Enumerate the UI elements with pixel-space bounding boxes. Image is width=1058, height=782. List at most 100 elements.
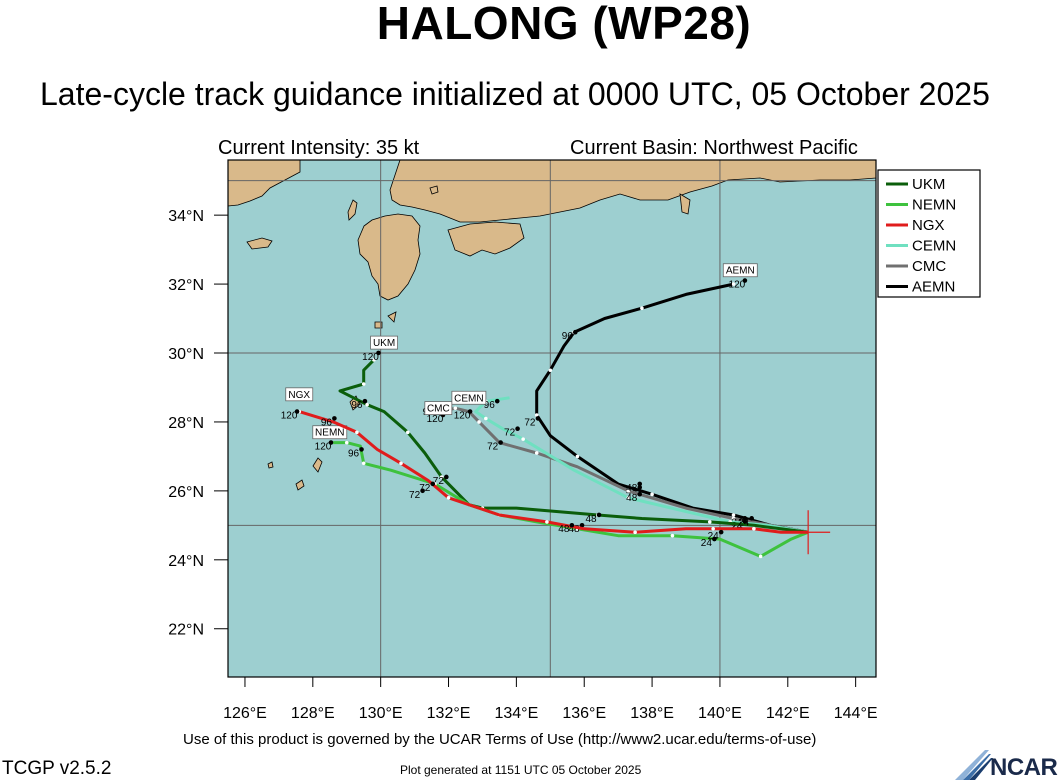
forecast-hour-label: 72 (433, 476, 445, 487)
track-point (707, 520, 712, 524)
forecast-hour-dot (430, 481, 436, 487)
forecast-hour-label: 72 (409, 490, 421, 501)
y-tick-label: 32°N (168, 277, 204, 294)
forecast-hour-dot (332, 416, 337, 421)
forecast-hour-label: 120 (454, 411, 471, 422)
axis-labels: 126°E 128°E 130°E 132°E 134°E 136°E 138°E 140°E… (168, 208, 877, 722)
track-point (453, 406, 458, 410)
forecast-hour-dot (294, 409, 300, 414)
track-point (521, 437, 525, 441)
x-tick-label: 132°E (427, 705, 471, 722)
x-tick-label: 134°E (494, 705, 538, 722)
forecast-hour-dot (498, 440, 503, 445)
model-tag-box (451, 390, 487, 405)
forecast-hour-dot (742, 519, 748, 525)
forecast-hour-dot (494, 398, 500, 404)
y-tick-label: 24°N (168, 553, 204, 570)
version-label: TCGP v2.5.2 (2, 758, 112, 779)
track-point (548, 368, 553, 373)
legend: UKM NEMN NGX CEMN CMC AEMN (877, 169, 981, 298)
ncar-logo-icon (955, 750, 993, 780)
model-tag-box (285, 387, 314, 402)
track-point (406, 430, 410, 435)
forecast-hour-label: 96 (562, 331, 574, 342)
forecast-hour-dot (749, 516, 754, 521)
forecast-hour-label: 72 (419, 483, 431, 494)
forecast-hour-label: 24 (731, 521, 743, 532)
model-tag-box (370, 335, 398, 350)
x-tick-label: 140°E (698, 705, 742, 722)
x-tick-label: 138°E (630, 705, 674, 722)
current-position-marker (786, 510, 831, 555)
forecast-hour-label: 24 (738, 517, 750, 528)
forecast-hour-dot (596, 512, 602, 518)
track-point (670, 533, 675, 538)
map-title: HALONG (WP28) (376, 0, 752, 49)
track-point (626, 489, 631, 493)
forecast-hour-dot (467, 409, 473, 414)
forecast-hour-dot (359, 447, 364, 452)
track-point (633, 530, 637, 535)
forecast-hour-label: 96 (484, 400, 496, 411)
land-masses (228, 160, 876, 491)
forecast-hour-label: 96 (321, 417, 333, 428)
map-subtitle: Late-cycle track guidance initialized at… (40, 76, 990, 112)
forecast-hour-label: 48 (626, 483, 638, 494)
x-tick-label: 130°E (359, 705, 403, 722)
forecast-hour-dot (444, 474, 449, 480)
track-point (477, 420, 481, 424)
track-point (575, 454, 580, 459)
legend-label-cemn: CEMN (912, 238, 956, 255)
forecast-hour-dot (515, 426, 520, 432)
terms-of-use: Use of this product is governed by the U… (183, 731, 817, 748)
model-tag-aemn: AEMN (726, 266, 755, 277)
model-tag-cmc: CMC (427, 404, 450, 415)
forecast-hour-dot (420, 488, 425, 494)
model-tag-box (722, 263, 758, 278)
forecast-hour-dot (328, 440, 334, 445)
legend-box (877, 169, 981, 298)
track-point (399, 461, 403, 466)
model-tag-nemn: NEMN (315, 428, 344, 439)
track-point (711, 526, 715, 531)
y-tick-label: 30°N (168, 346, 204, 363)
track-point (534, 451, 539, 455)
forecast-hour-label: 48 (558, 524, 570, 535)
x-tick-label: 136°E (562, 705, 606, 722)
current-intensity: Current Intensity: 35 kt (218, 137, 420, 159)
track-point (361, 461, 366, 466)
legend-label-ukm: UKM (912, 176, 945, 193)
track-point (731, 282, 736, 286)
forecast-hour-dot (742, 516, 748, 521)
forecast-hour-dot (362, 398, 368, 404)
track-point (355, 430, 359, 435)
model-tag-box (312, 425, 348, 440)
track-point (534, 413, 539, 417)
forecast-hour-dot (637, 481, 643, 487)
track-point (361, 382, 366, 386)
track-point (752, 526, 756, 531)
track-point (640, 306, 644, 311)
legend-label-ngx: NGX (912, 217, 945, 234)
forecast-hour-label: 120 (281, 411, 298, 422)
forecast-hour-label: 48 (626, 493, 638, 504)
track-point (365, 402, 369, 407)
track-point (344, 440, 349, 445)
x-tick-label: 126°E (223, 705, 267, 722)
y-tick-label: 22°N (168, 622, 204, 639)
forecast-hour-label: 48 (568, 524, 580, 535)
forecast-hour-dot (718, 529, 724, 535)
forecast-hour-label: 96 (351, 400, 363, 411)
plot-generated: Plot generated at 1151 UTC 05 October 20… (400, 763, 642, 777)
model-tag-ngx: NGX (288, 390, 310, 401)
track-point (731, 513, 736, 517)
forecast-hour-dot (637, 491, 643, 497)
forecast-hour-label: 72 (487, 442, 499, 453)
forecast-hour-label: 120 (427, 414, 444, 425)
forecast-hour-dot (579, 522, 585, 528)
forecast-hour-label: 24 (731, 521, 743, 532)
track-point (626, 495, 631, 500)
forecast-hour-dot (535, 416, 541, 421)
model-tag-ukm: UKM (373, 338, 395, 349)
forecast-hour-dot (376, 350, 381, 356)
